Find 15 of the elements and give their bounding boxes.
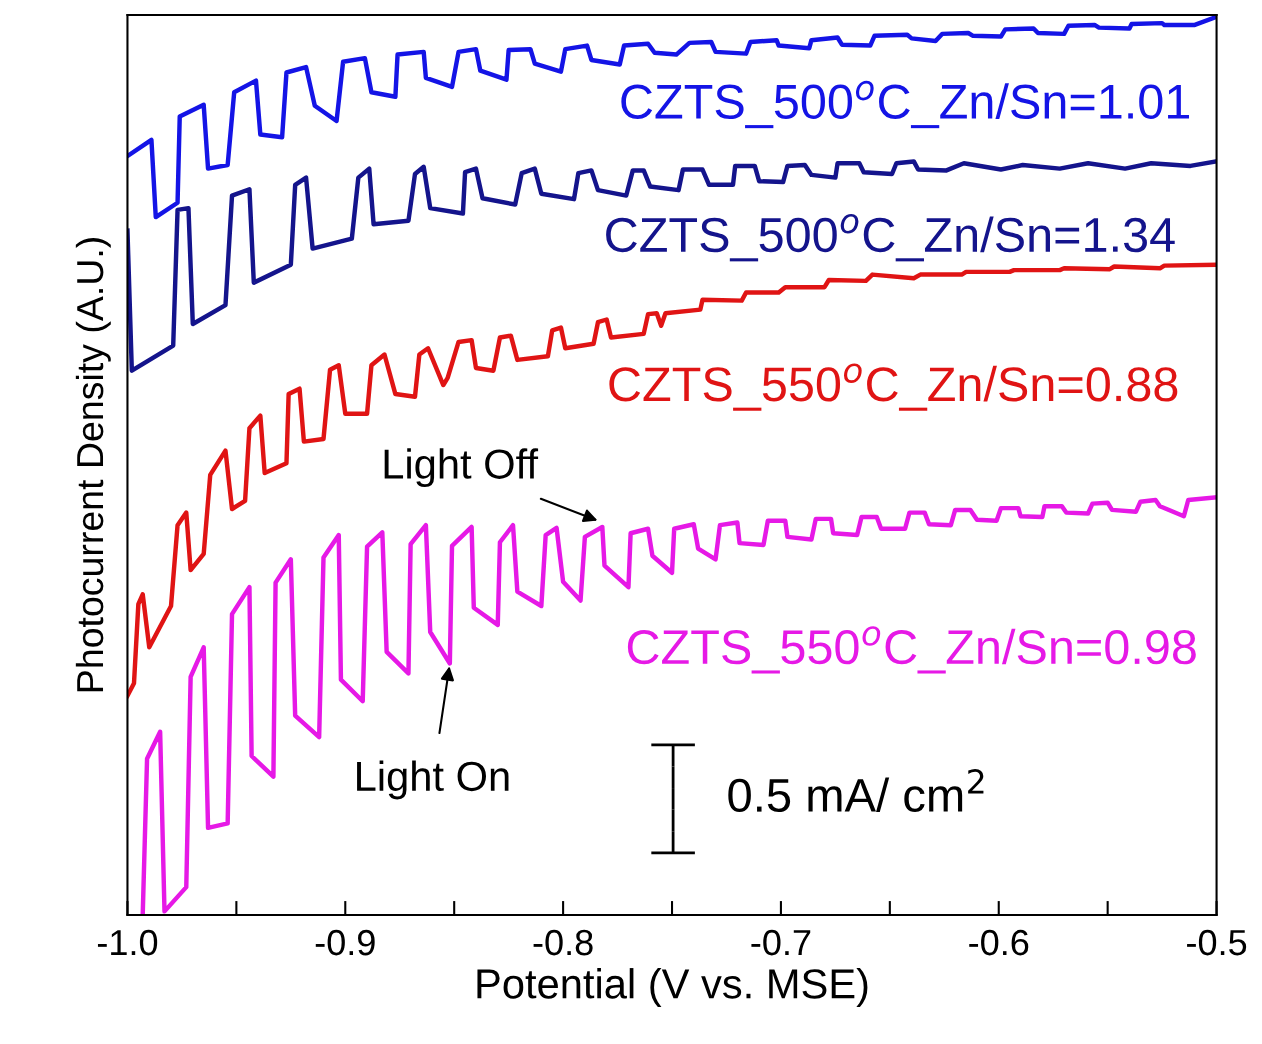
annotation: Light On — [357, 760, 509, 800]
series-label: CZTS_500$^{o}$C_Zn/Sn=1.01 — [621, 80, 1190, 129]
annotation: 0.5 mA/ cm$^{2}$ — [728, 769, 984, 813]
series-label: CZTS_500$^{o}$C_Zn/Sn=1.34 — [606, 214, 1175, 262]
x-tick-label: -0.7 — [751, 929, 811, 956]
x-tick-label: -0.5 — [1187, 929, 1247, 956]
x-axis-title: Potential (V vs. MSE) — [477, 968, 868, 1007]
x-tick-label: -0.6 — [969, 929, 1029, 956]
x-tick-label: -1.0 — [97, 929, 158, 956]
x-tick-label: -0.9 — [315, 929, 375, 956]
series-label: CZTS_550$^{o}$C_Zn/Sn=0.88 — [609, 363, 1178, 411]
x-tick-label: -0.8 — [533, 929, 593, 956]
y-axis-title: Photocurrent Density (A.U.) — [75, 238, 111, 692]
series-label: CZTS_550$^{o}$C_Zn/Sn=0.98 — [627, 626, 1196, 674]
annotation: Light Off — [384, 448, 539, 488]
